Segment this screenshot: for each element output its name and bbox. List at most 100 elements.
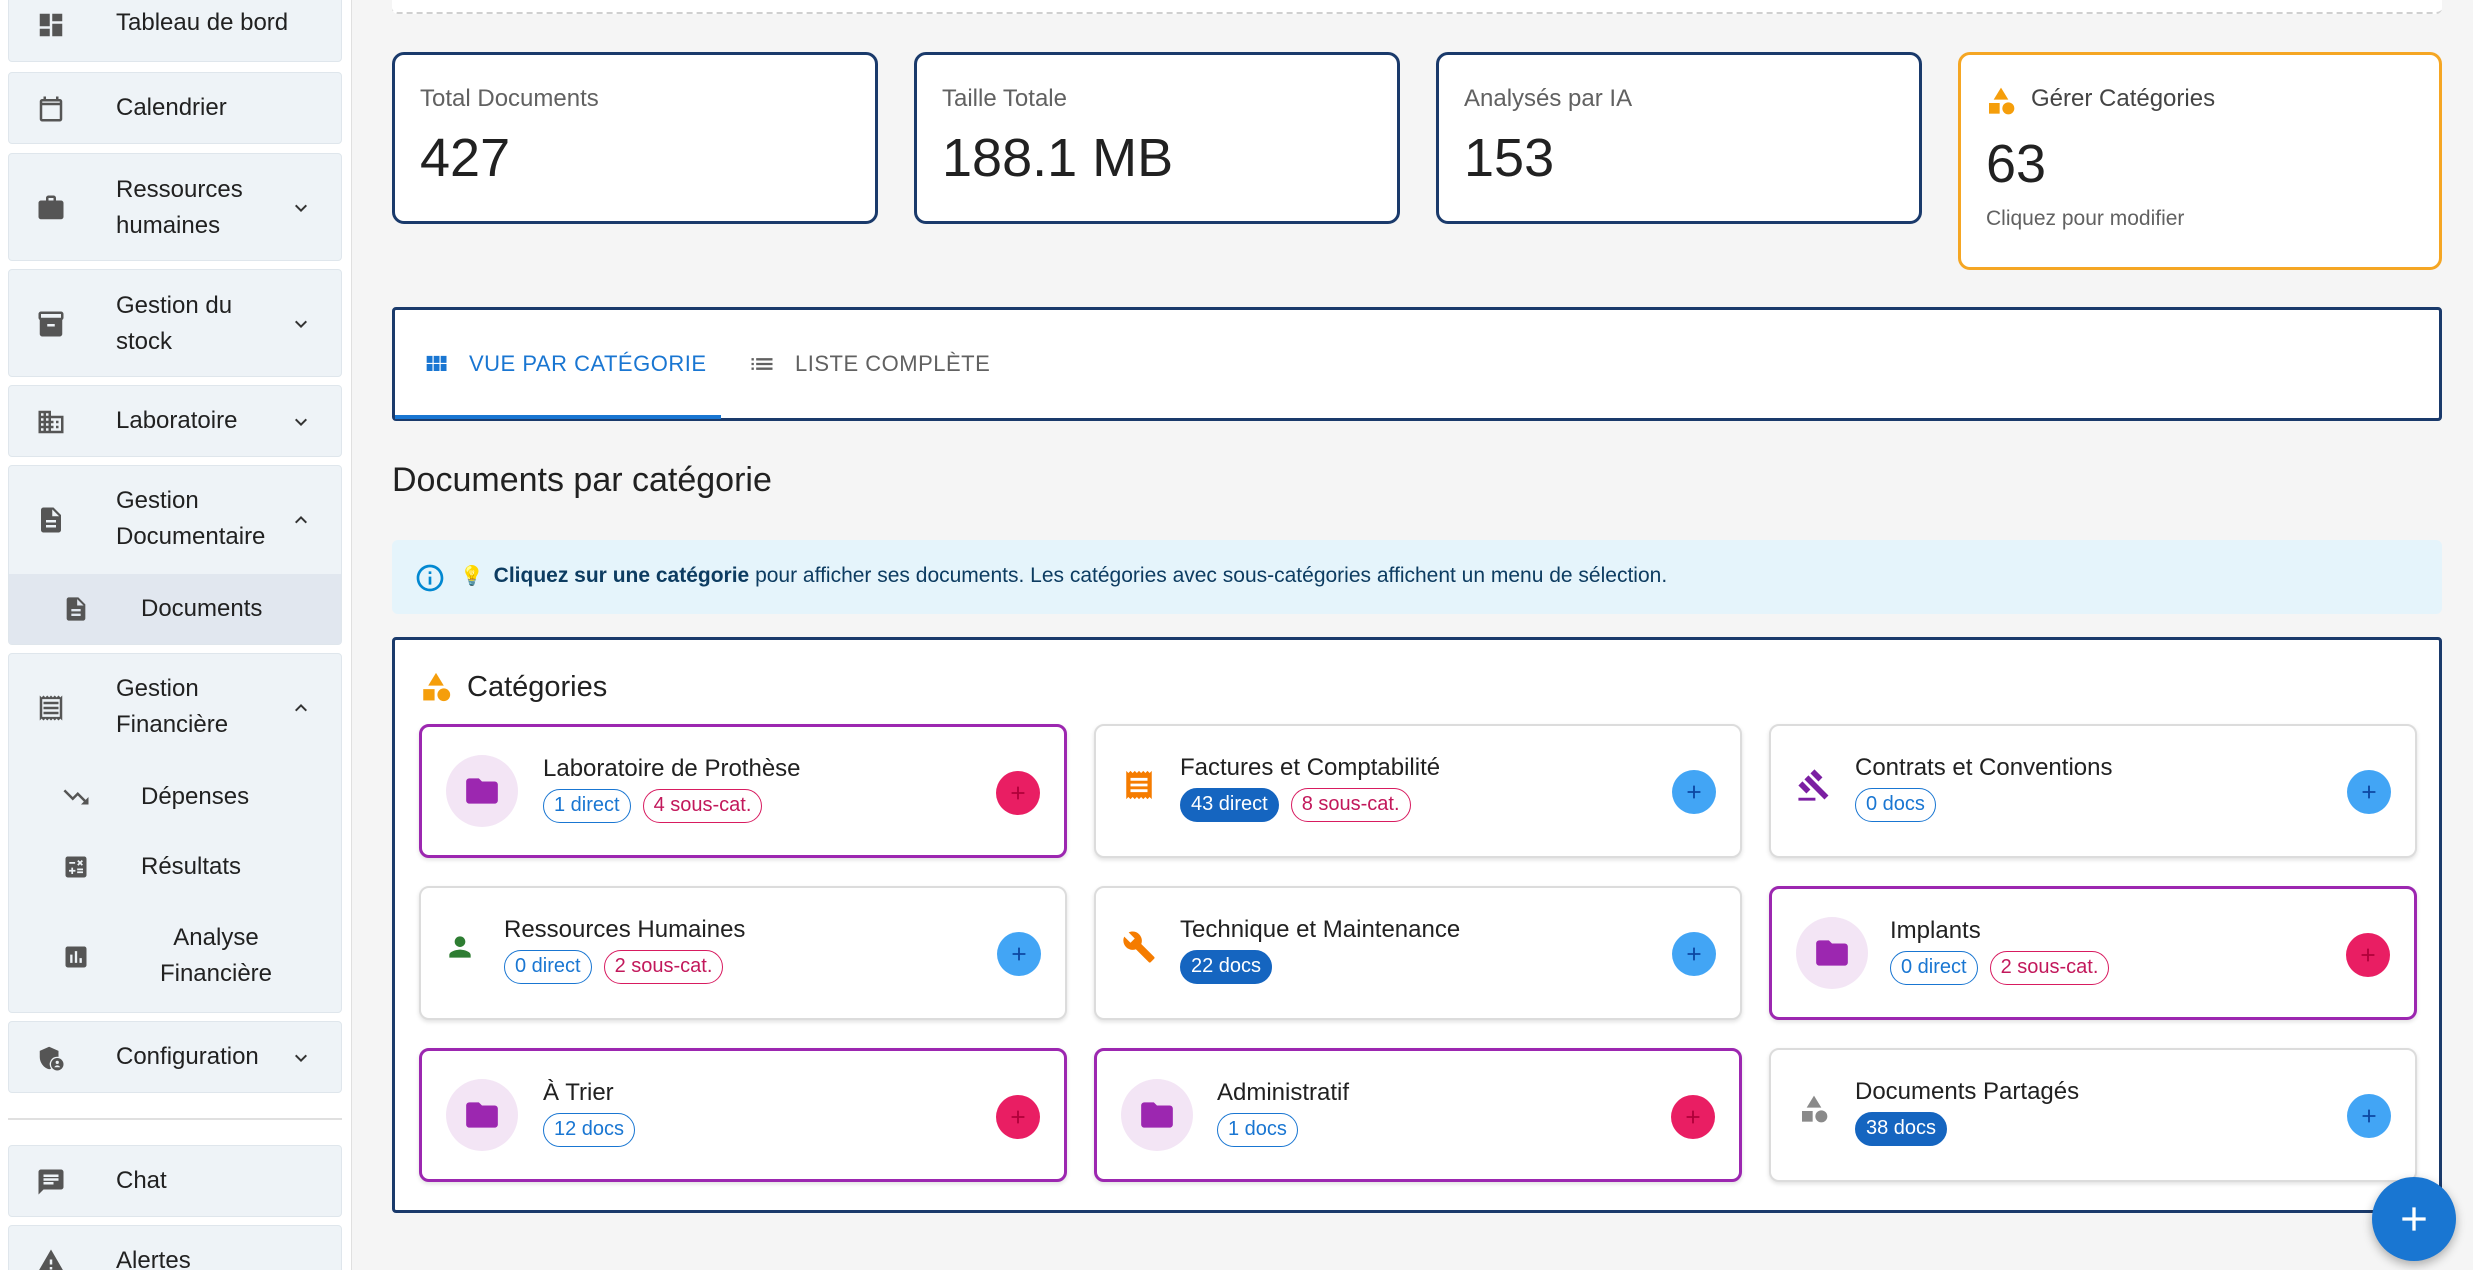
category-name: Laboratoire de Prothèse [543,755,801,782]
doc-count-chip: 12 docs [543,1113,636,1147]
subcategory-count-chip: 4 sous-cat. [642,789,763,823]
sidebar-item-results[interactable]: Résultats [9,832,341,902]
page-title: Documents par catégorie [392,461,772,499]
warning-icon [33,1244,69,1270]
tab-category-view[interactable]: VUE PAR CATÉGORIE [421,310,707,418]
archive-icon [33,306,69,342]
receipt-icon [33,690,69,726]
category-chips: 1 direct 4 sous-cat. [543,789,763,823]
folder-icon [1796,917,1868,989]
add-document-fab[interactable] [2372,1177,2456,1261]
sidebar-item-calendar[interactable]: Calendrier [8,72,342,144]
info-text: 💡 Cliquez sur une catégorie pour afficher… [460,564,1667,588]
category-name: Documents Partagés [1855,1078,2080,1105]
sidebar-item-label: Alertes [116,1247,191,1270]
category-chips: 0 direct 2 sous-cat. [504,950,724,984]
subcategory-count-chip: 2 sous-cat. [603,950,724,984]
add-button[interactable] [996,1095,1040,1139]
sidebar-item-label: Gestion Documentaire [116,487,266,550]
folder-icon [1121,1079,1193,1151]
category-card-prosthesis-lab[interactable]: Laboratoire de Prothèse 1 direct 4 sous-… [419,724,1067,858]
category-name: Technique et Maintenance [1180,916,1461,943]
sidebar-group-finance: Gestion Financière Dépenses Résultats An… [8,653,342,1013]
sidebar-item-dashboard[interactable]: Tableau de bord [8,0,342,62]
category-shapes-icon [419,670,453,704]
sidebar-item-financial-management[interactable]: Gestion Financière [9,654,341,762]
view-tabs: VUE PAR CATÉGORIE LISTE COMPLÈTE [392,307,2442,421]
category-chips: 0 docs [1855,788,1936,822]
category-name: Administratif [1217,1079,1350,1106]
receipt-icon [1120,766,1158,804]
category-card-technical-maintenance[interactable]: Technique et Maintenance 22 docs [1094,886,1742,1020]
doc-count-chip: 0 docs [1855,788,1936,822]
add-button[interactable] [1672,932,1716,976]
sidebar-item-alerts[interactable]: Alertes [8,1225,342,1270]
sidebar-item-label: Gestion Financière [116,675,229,738]
list-icon [747,349,777,379]
tab-full-list[interactable]: LISTE COMPLÈTE [747,310,990,418]
sidebar-group-documents: Gestion Documentaire Documents [8,465,342,645]
sidebar-item-label: Analyse Financière [159,924,273,987]
subcategory-count-chip: 8 sous-cat. [1290,788,1411,822]
add-button[interactable] [997,932,1041,976]
sidebar-item-label: Ressources humaines [116,176,243,239]
category-card-shared-documents[interactable]: Documents Partagés 38 docs [1769,1048,2417,1182]
sidebar-item-stock[interactable]: Gestion du stock [8,269,342,377]
category-card-invoices-accounting[interactable]: Factures et Comptabilité 43 direct 8 sou… [1094,724,1742,858]
chevron-down-icon [289,312,313,336]
manage-categories-card[interactable]: Gérer Catégories 63 Cliquez pour modifie… [1958,52,2442,270]
sidebar-item-expenses[interactable]: Dépenses [9,762,341,832]
plus-icon [2402,1207,2426,1231]
categories-panel: Catégories Laboratoire de Prothèse 1 dir… [392,637,2442,1213]
category-name: Contrats et Conventions [1855,754,2113,781]
info-bold: Cliquez sur une catégorie [493,564,750,587]
stat-value: 153 [1464,128,1555,188]
category-chips: 12 docs [543,1113,636,1147]
category-chips: 0 direct 2 sous-cat. [1890,951,2110,985]
add-button[interactable] [2346,933,2390,977]
add-button[interactable] [996,771,1040,815]
sidebar-item-chat[interactable]: Chat [8,1145,342,1217]
direct-count-chip: 43 direct [1180,788,1279,822]
doc-count-chip: 1 docs [1217,1113,1298,1147]
sidebar-item-document-management[interactable]: Gestion Documentaire [9,466,341,574]
stat-value: 188.1 MB [942,128,1174,188]
direct-count-chip: 1 direct [543,789,631,823]
stat-hint: Cliquez pour modifier [1986,207,2185,230]
category-name: À Trier [543,1079,614,1106]
calendar-icon [33,91,69,127]
category-card-implants[interactable]: Implants 0 direct 2 sous-cat. [1769,886,2417,1020]
category-card-contracts[interactable]: Contrats et Conventions 0 docs [1769,724,2417,858]
doc-count-chip: 22 docs [1180,950,1273,984]
sidebar-item-documents[interactable]: Documents [9,574,341,644]
add-button[interactable] [2347,770,2391,814]
category-card-human-resources[interactable]: Ressources Humaines 0 direct 2 sous-cat. [419,886,1067,1020]
chevron-down-icon [289,196,313,220]
sidebar-item-laboratory[interactable]: Laboratoire [8,385,342,457]
doc-count-chip: 38 docs [1855,1112,1948,1146]
gavel-icon [1795,766,1833,804]
add-button[interactable] [2347,1094,2391,1138]
tab-label: VUE PAR CATÉGORIE [469,351,707,376]
category-name: Implants [1890,917,1981,944]
category-card-administrative[interactable]: Administratif 1 docs [1094,1048,1742,1182]
category-card-to-sort[interactable]: À Trier 12 docs [419,1048,1067,1182]
info-rest: pour afficher ses documents. Les catégor… [749,564,1668,587]
category-chips: 22 docs [1180,950,1273,984]
admin-shield-icon [33,1040,69,1076]
info-icon [414,562,446,594]
document-icon [59,592,93,626]
category-chips: 1 docs [1217,1113,1298,1147]
sidebar: Tableau de bord Calendrier Ressources hu… [0,0,352,1270]
stat-title: Gérer Catégories [2031,85,2216,112]
person-icon [441,928,479,966]
dashboard-icon [33,7,69,43]
sidebar-item-hr[interactable]: Ressources humaines [8,153,342,261]
add-button[interactable] [1672,770,1716,814]
sidebar-item-configuration[interactable]: Configuration [8,1021,342,1093]
sidebar-item-financial-analysis[interactable]: Analyse Financière [9,902,341,1012]
info-alert: 💡 Cliquez sur une catégorie pour afficher… [392,540,2442,614]
trending-down-icon [59,780,93,814]
add-button[interactable] [1671,1095,1715,1139]
category-name: Ressources Humaines [504,916,746,943]
